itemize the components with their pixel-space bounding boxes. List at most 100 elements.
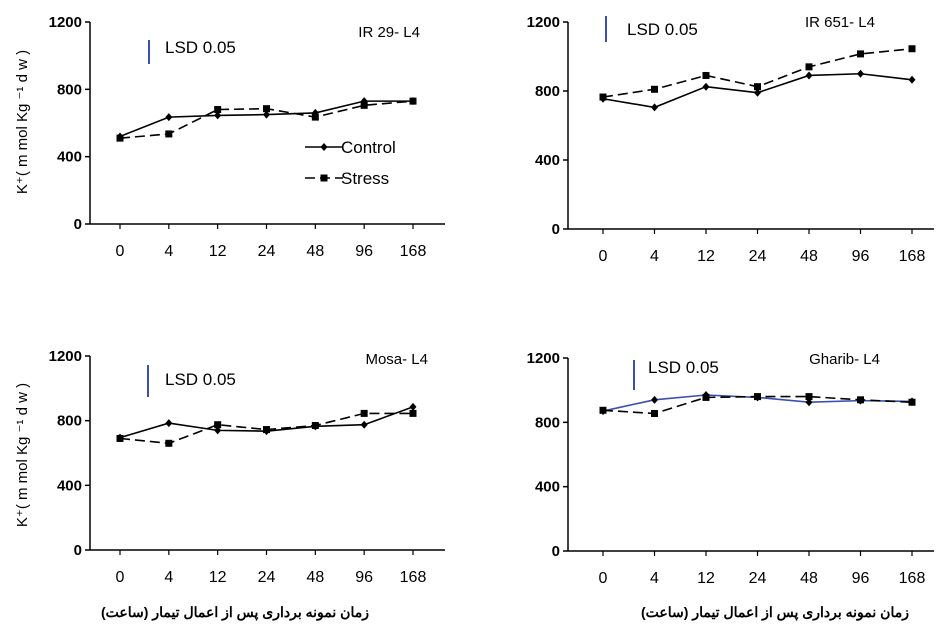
x-tick-label: 48 [800, 248, 818, 265]
x-tick-label: 0 [599, 248, 608, 265]
data-point-stress [116, 434, 124, 442]
data-point-stress [214, 421, 222, 429]
data-point-stress [908, 398, 916, 406]
data-point-stress [165, 130, 173, 138]
x-tick-label: 24 [258, 243, 276, 260]
data-point-stress [311, 422, 319, 430]
x-tick-label: 0 [116, 569, 125, 586]
data-point-stress [857, 50, 864, 58]
legend-marker [320, 174, 328, 182]
panel-title: Mosa- L4 [365, 351, 428, 368]
x-axis-label: زمان نمونه برداری پس از اعمال تیمار (ساع… [101, 604, 369, 621]
data-point-stress [599, 406, 607, 414]
data-point-stress [360, 409, 368, 417]
chart-panel: 0 400 800 1200 0 4 12 24 48 96 168 Gharib- L4 LSD 0.… [527, 350, 934, 621]
x-tick-label: 12 [697, 570, 715, 587]
legend-label: Control [341, 138, 396, 157]
x-axis-label: زمان نمونه برداری پس از اعمال تیمار (ساع… [641, 604, 909, 621]
data-point-stress [311, 113, 319, 121]
y-tick-label: 1200 [49, 14, 82, 31]
y-tick-label: 0 [74, 542, 82, 559]
x-tick-label: 4 [650, 570, 659, 587]
x-tick-label: 24 [749, 570, 767, 587]
x-tick-label: 12 [209, 243, 227, 260]
x-tick-label: 4 [650, 248, 659, 265]
data-point-stress [409, 409, 417, 417]
data-point-stress [754, 83, 761, 91]
data-point-stress [263, 105, 270, 113]
data-point-stress [754, 393, 761, 401]
data-point-control [805, 71, 813, 80]
x-tick-label: 96 [852, 570, 870, 587]
y-tick-label: 800 [57, 81, 82, 98]
x-tick-label: 4 [164, 243, 173, 260]
y-tick-label: 400 [535, 152, 560, 169]
x-tick-label: 24 [258, 569, 276, 586]
data-point-control [908, 75, 916, 84]
legend-marker [320, 143, 328, 151]
x-tick-label: 168 [400, 569, 427, 586]
y-tick-label: 1200 [49, 348, 82, 365]
y-tick-label: 800 [57, 413, 82, 430]
y-tick-label: 400 [535, 479, 560, 496]
legend-label: Stress [341, 169, 389, 188]
x-tick-label: 96 [355, 569, 373, 586]
x-tick-label: 168 [400, 243, 427, 260]
x-tick-label: 24 [749, 248, 767, 265]
data-point-stress [214, 106, 222, 114]
y-tick-label: 0 [552, 543, 560, 560]
y-tick-label: 1200 [527, 14, 560, 31]
data-point-control [165, 113, 173, 122]
y-tick-label: 0 [74, 216, 82, 233]
data-point-stress [651, 409, 658, 417]
data-point-control [651, 103, 658, 112]
x-tick-label: 12 [209, 569, 227, 586]
x-tick-label: 96 [852, 248, 870, 265]
data-point-stress [263, 426, 270, 434]
data-point-control [360, 420, 368, 429]
data-point-stress [908, 45, 916, 53]
data-point-stress [651, 85, 658, 93]
data-point-control [857, 69, 864, 78]
data-point-stress [805, 63, 813, 71]
lsd-label: LSD 0.05 [648, 358, 719, 377]
data-point-stress [599, 93, 607, 101]
lsd-label: LSD 0.05 [165, 38, 236, 57]
panel-title: IR 29- L4 [358, 24, 420, 41]
data-point-control [263, 110, 270, 119]
data-point-stress [702, 393, 710, 401]
y-tick-label: 0 [552, 221, 560, 238]
y-tick-label: 800 [535, 83, 560, 100]
x-tick-label: 4 [164, 569, 173, 586]
data-point-stress [116, 134, 124, 142]
y-tick-label: 800 [535, 414, 560, 431]
data-point-stress [165, 439, 173, 447]
y-tick-label: 400 [57, 477, 82, 494]
panel-title: IR 651- L4 [805, 14, 875, 31]
data-point-control [805, 398, 813, 407]
legend: Control Stress [305, 138, 396, 188]
data-point-stress [409, 97, 417, 105]
data-point-stress [702, 71, 710, 79]
data-point-stress [857, 396, 864, 404]
x-tick-label: 12 [697, 248, 715, 265]
data-point-control [214, 426, 222, 435]
x-tick-label: 48 [800, 570, 818, 587]
y-axis-label: K⁺( m mol Kg ⁻¹ d w ) [14, 383, 31, 527]
chart-panel: 0 400 800 1200 0 4 12 24 48 96 168 Mosa- L4 LSD 0.05… [14, 348, 445, 621]
x-tick-label: 96 [355, 243, 373, 260]
data-point-control [702, 82, 710, 91]
x-tick-label: 48 [306, 569, 324, 586]
x-tick-label: 168 [899, 570, 926, 587]
data-point-control [754, 88, 761, 97]
chart-panel: 0 400 800 1200 0 4 12 24 48 96 168 IR 29- L4 LSD 0.0… [14, 14, 445, 260]
lsd-label: LSD 0.05 [165, 370, 236, 389]
y-tick-label: 400 [57, 149, 82, 166]
data-point-stress [360, 101, 368, 109]
data-point-control [651, 395, 658, 404]
chart-panel: 0 400 800 1200 0 4 12 24 48 96 168 IR 651- L4 LSD 0.… [527, 14, 934, 265]
panel-title: Gharib- L4 [809, 351, 880, 368]
x-tick-label: 168 [899, 248, 926, 265]
data-point-stress [805, 393, 813, 401]
